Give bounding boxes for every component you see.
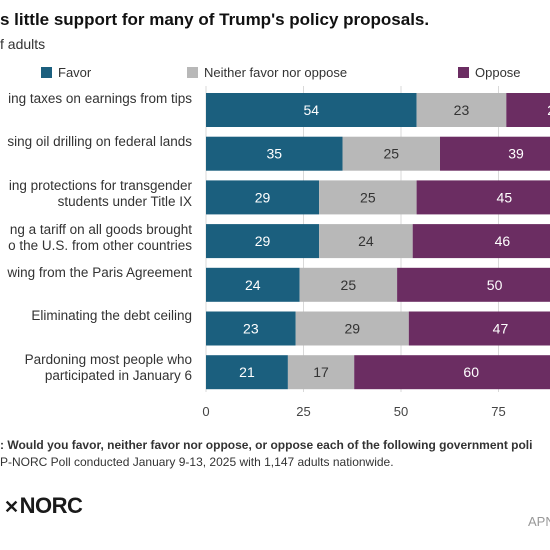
bar-neither-favor-nor-oppose-1 [342,136,440,171]
bar-favor-1 [206,136,343,171]
legend-oppose-label: Oppose [475,65,521,80]
legend-oppose: Oppose [458,65,521,80]
legend-neither-swatch [187,67,198,78]
bar-oppose-3 [412,224,550,259]
legend-favor-swatch [41,67,52,78]
bar-favor-4 [206,267,300,302]
legend-favor-label: Favor [58,65,92,80]
bar-favor-5 [206,311,296,346]
row-label-pardons: Pardoning most people who participated i… [24,352,192,383]
norc-logo: ✕NORC [4,493,83,519]
bar-value-label-1-1: 25 [383,146,399,162]
bar-favor-2 [206,180,320,215]
bar-value-label-1-6: 17 [313,364,329,380]
bar-value-label-1-0: 23 [454,102,470,118]
x-tick-label-2: 50 [394,404,408,419]
row-label-debt-ceiling: Eliminating the debt ceiling [31,308,192,323]
bar-oppose-1 [440,136,550,171]
bar-value-label-0-0: 54 [304,102,320,118]
legend-oppose-swatch [458,67,469,78]
bar-neither-favor-nor-oppose-3 [319,224,413,259]
row-label-oil-drilling: sing oil drilling on federal lands [7,134,192,149]
bar-oppose-6 [354,355,550,390]
bar-neither-favor-nor-oppose-2 [319,180,417,215]
bar-value-label-1-3: 24 [358,233,374,249]
footnote-question: : Would you favor, neither favor nor opp… [0,438,532,452]
bar-favor-3 [206,224,320,259]
bar-value-label-0-4: 24 [245,277,261,293]
row-label-paris: wing from the Paris Agreement [7,265,192,280]
bar-value-label-2-4: 50 [487,277,503,293]
bar-oppose-2 [416,180,550,215]
chart-subtitle: f adults [0,36,46,52]
bar-value-label-2-5: 47 [493,321,509,337]
bar-favor-6 [206,355,288,390]
bar-value-label-0-3: 29 [255,233,271,249]
bar-value-label-1-2: 25 [360,189,376,205]
row-label-title-ix: ing protections for transgender students… [8,178,192,209]
bar-value-label-2-0: 2 [547,102,550,118]
bar-oppose-4 [397,267,550,302]
bar-value-label-2-3: 46 [495,233,511,249]
bar-favor-0 [206,93,417,127]
bar-oppose-0 [506,93,550,127]
bar-neither-favor-nor-oppose-5 [295,311,409,346]
chart-title: s little support for many of Trump's pol… [0,10,430,29]
bar-value-label-2-2: 45 [497,189,513,205]
footnote-source: P-NORC Poll conducted January 9-13, 2025… [0,455,394,469]
row-label-tips: ing taxes on earnings from tips [8,91,192,106]
norc-star-icon: ✕ [4,497,19,517]
bar-value-label-2-1: 39 [508,146,524,162]
bar-value-label-1-5: 29 [344,321,360,337]
legend-favor: Favor [41,65,91,80]
x-tick-label-0: 0 [202,404,209,419]
bar-neither-favor-nor-oppose-6 [287,355,355,390]
bar-neither-favor-nor-oppose-4 [299,267,398,302]
bar-value-label-2-6: 60 [463,364,479,380]
x-tick-label-3: 75 [491,404,505,419]
row-label-tariff: ng a tariff on all goods brought o the U… [8,222,192,253]
legend-neither: Neither favor nor oppose [187,65,347,80]
bar-oppose-5 [408,311,550,346]
footnote-question-text: : Would you favor, neither favor nor opp… [0,438,533,452]
ap-credit: APN [528,514,550,529]
bar-value-label-0-6: 21 [239,364,255,380]
norc-logo-text: NORC [19,493,83,518]
x-tick-label-1: 25 [296,404,310,419]
legend-neither-label: Neither favor nor oppose [204,65,348,80]
bar-value-label-1-4: 25 [341,277,357,293]
bar-neither-favor-nor-oppose-0 [416,93,507,127]
bar-value-label-0-5: 23 [243,321,259,337]
bar-value-label-0-2: 29 [255,189,271,205]
bar-value-label-0-1: 35 [266,146,282,162]
